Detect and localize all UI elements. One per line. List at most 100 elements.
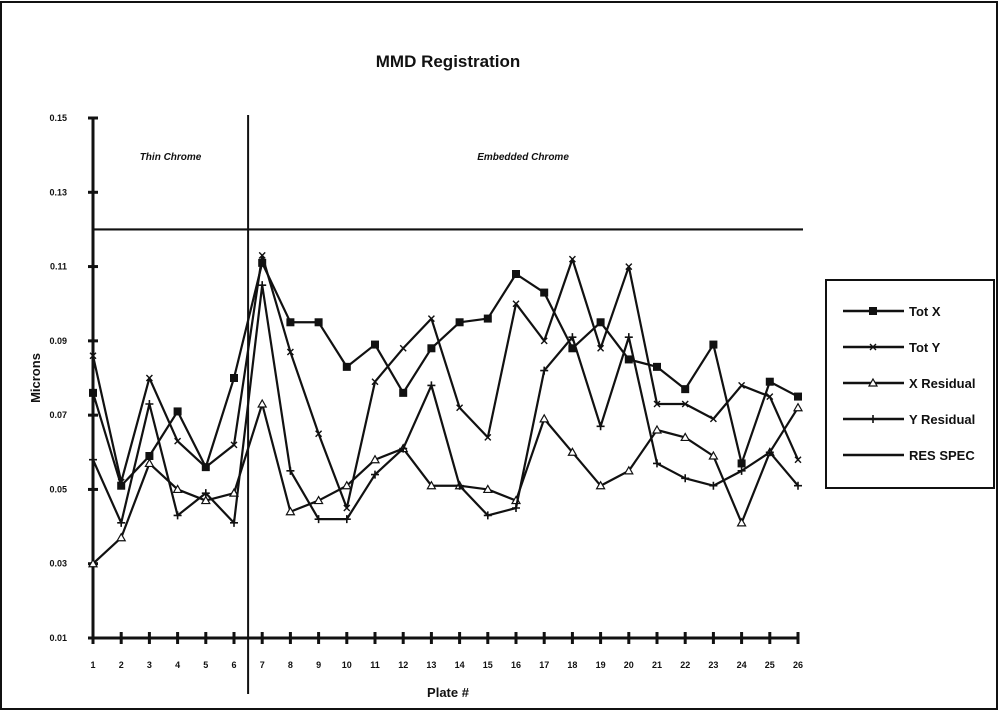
data-point-x-residual: [228, 487, 240, 497]
x-tick-label: 12: [398, 660, 408, 670]
data-point-y-residual: [596, 422, 605, 431]
data-point-tot-y: [484, 433, 492, 441]
x-tick-label: 10: [342, 660, 352, 670]
data-point-tot-y: [399, 344, 407, 352]
x-tick-label: 5: [203, 660, 208, 670]
x-tick-label: 21: [652, 660, 662, 670]
data-point-tot-y: [117, 478, 125, 486]
legend-label-y-residual: Y Residual: [909, 412, 975, 427]
data-point-y-residual: [624, 333, 633, 342]
data-point-x-residual: [595, 480, 606, 490]
data-point-tot-y: [343, 504, 351, 512]
data-point-x-residual: [792, 402, 804, 412]
data-point-y-residual: [371, 470, 379, 479]
x-tick-label: 3: [147, 660, 152, 670]
x-tick-label: 14: [455, 660, 465, 670]
x-tick-label: 8: [288, 660, 293, 670]
y-tick-label: 0.07: [49, 410, 67, 420]
data-point-tot-x: [765, 377, 774, 386]
data-point-tot-y: [456, 404, 464, 412]
data-point-tot-x: [709, 340, 718, 349]
data-point-tot-y: [315, 430, 323, 438]
y-tick-label: 0.01: [49, 633, 67, 643]
data-point-tot-y: [145, 374, 153, 382]
data-point-x-residual: [369, 454, 381, 464]
data-point-y-residual: [342, 515, 351, 524]
x-tick-label: 23: [708, 660, 718, 670]
region-label: Thin Chrome: [140, 152, 202, 163]
x-tick-label: 18: [567, 660, 577, 670]
y-tick-label: 0.15: [49, 113, 67, 123]
data-point-tot-y: [230, 441, 238, 449]
data-point-x-residual: [144, 458, 155, 468]
data-point-tot-y: [568, 255, 576, 263]
y-tick-label: 0.11: [50, 262, 67, 272]
data-point-tot-y: [794, 456, 802, 464]
data-point-y-residual: [709, 481, 718, 490]
region-label: Embedded Chrome: [477, 152, 569, 163]
legend-label-res-spec: RES SPEC: [909, 448, 975, 463]
x-tick-label: 15: [483, 660, 493, 670]
data-point-tot-x: [314, 318, 323, 327]
legend-label-tot-y: Tot Y: [909, 340, 941, 355]
data-point-tot-x: [568, 344, 577, 353]
data-point-y-residual: [794, 481, 802, 490]
data-point-tot-x: [427, 344, 436, 353]
x-tick-label: 26: [793, 660, 803, 670]
data-point-tot-x: [455, 318, 464, 327]
data-point-tot-x: [399, 388, 408, 397]
series-line-x-residual: [92, 402, 799, 565]
data-point-x-residual: [257, 398, 268, 408]
y-axis-label: Microns: [28, 353, 43, 403]
legend-marker-x-residual: [867, 377, 879, 387]
data-point-y-residual: [258, 281, 267, 290]
data-point-y-residual: [681, 474, 690, 483]
series-line-tot-y: [91, 254, 800, 510]
data-point-tot-x: [230, 374, 238, 382]
data-point-tot-y: [286, 348, 294, 356]
x-tick-label: 13: [426, 660, 436, 670]
chart-title: MMD Registration: [376, 52, 521, 71]
data-point-tot-y: [174, 437, 182, 445]
data-point-y-residual: [427, 381, 436, 390]
data-point-tot-y: [202, 463, 210, 471]
data-point-y-residual: [89, 455, 97, 464]
data-point-x-residual: [567, 447, 578, 456]
data-point-x-residual: [200, 495, 211, 505]
y-tick-label: 0.13: [49, 187, 67, 197]
data-point-y-residual: [653, 459, 661, 468]
legend-label-x-residual: X Residual: [909, 376, 975, 391]
data-point-tot-x: [624, 355, 633, 364]
data-point-tot-x: [342, 362, 351, 371]
x-tick-label: 25: [765, 660, 775, 670]
x-tick-label: 11: [370, 660, 380, 670]
data-point-tot-x: [117, 481, 126, 490]
x-tick-label: 24: [737, 660, 747, 670]
data-point-y-residual: [540, 366, 549, 375]
data-point-y-residual: [201, 489, 210, 498]
data-point-y-residual: [230, 518, 238, 527]
data-point-x-residual: [87, 558, 99, 568]
data-point-x-residual: [680, 432, 691, 442]
data-point-tot-x: [794, 392, 802, 401]
data-point-tot-x: [145, 452, 154, 460]
data-point-tot-y: [427, 315, 435, 323]
x-tick-label: 17: [539, 660, 549, 670]
data-point-tot-x: [512, 270, 520, 278]
data-point-y-residual: [173, 511, 182, 520]
data-point-tot-x: [596, 318, 605, 327]
series-line-y-residual: [91, 284, 799, 524]
data-point-y-residual: [737, 466, 746, 475]
data-point-tot-y: [766, 393, 774, 401]
data-point-tot-x: [681, 385, 690, 394]
data-point-tot-x: [737, 459, 746, 468]
data-point-tot-x: [286, 318, 295, 327]
data-point-x-residual: [736, 517, 747, 527]
data-point-y-residual: [483, 511, 492, 520]
x-tick-label: 2: [119, 660, 124, 670]
y-tick-label: 0.03: [49, 559, 67, 569]
data-point-y-residual: [145, 400, 154, 408]
data-point-x-residual: [116, 532, 127, 542]
data-point-tot-y: [371, 378, 379, 386]
series-line-tot-x: [91, 261, 799, 487]
